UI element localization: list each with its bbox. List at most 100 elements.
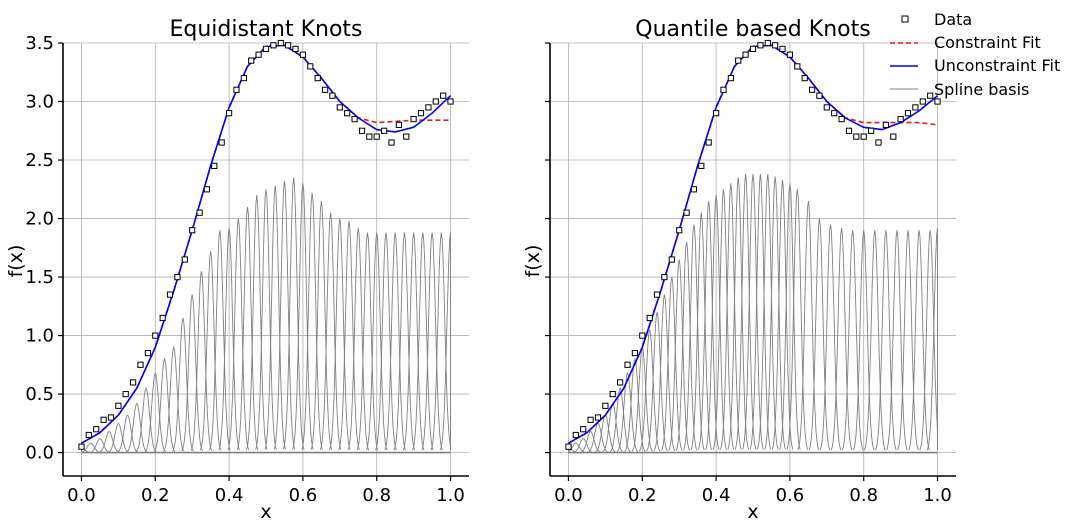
data-point	[395, 121, 402, 129]
basis-function	[264, 185, 287, 450]
data-point	[344, 110, 351, 117]
x-tick-label: 0.2	[628, 485, 657, 506]
data-point	[181, 256, 188, 263]
data-point	[366, 133, 373, 140]
data-point	[292, 45, 299, 52]
data-point	[831, 110, 838, 117]
basis-function	[786, 189, 809, 450]
basis-function	[310, 200, 333, 450]
data-point	[705, 139, 712, 146]
data-point	[602, 402, 609, 409]
data-point	[447, 98, 454, 105]
basis-function	[430, 232, 451, 451]
data-point	[122, 391, 129, 398]
data-point	[801, 75, 808, 82]
legend-entry-unconstraint-fit: Unconstraint Fit	[890, 56, 1060, 75]
data-point	[403, 133, 410, 140]
x-tick-label: 1.0	[436, 485, 465, 506]
data-point	[927, 92, 934, 99]
data-point	[189, 227, 196, 234]
x-tick-label: 0.6	[289, 485, 318, 506]
basis-function	[384, 232, 406, 451]
panel-equidistant-knots: Equidistant Knots x f(x) 0.0 0.2 0.4 0.6 0.8…	[5, 17, 469, 523]
data-point	[779, 45, 786, 52]
y-tick-label: 3.0	[25, 92, 54, 113]
data-point	[838, 116, 845, 123]
basis-function	[749, 174, 772, 450]
data-point	[130, 379, 137, 386]
legend: Data Constraint Fit Unconstraint Fit Spl…	[890, 10, 1060, 99]
y-tick-label: 1.0	[25, 326, 54, 347]
data-point	[934, 98, 941, 105]
basis-function	[135, 387, 157, 453]
data-point	[373, 133, 380, 140]
basis-function	[98, 430, 120, 453]
basis-function	[365, 232, 388, 451]
basis-function	[218, 227, 240, 451]
basis-function	[245, 195, 268, 450]
x-axis-label: x	[747, 501, 758, 523]
basis-function	[89, 438, 111, 453]
basis-function	[126, 402, 148, 453]
data-point	[166, 291, 174, 298]
data-point	[388, 139, 395, 146]
basis-function	[439, 232, 451, 451]
basis-function	[375, 232, 397, 451]
data-point	[624, 361, 631, 368]
basis-function	[163, 345, 185, 452]
chart-title: Equidistant Knots	[169, 17, 362, 42]
data-point	[440, 92, 447, 99]
data-point	[211, 162, 218, 170]
data-point	[690, 186, 697, 193]
panel-quantile-based-knots: Quantile based Knots x f(x) 0.0 0.2 0.4 0.6…	[522, 17, 956, 523]
constraint-fit-line	[568, 44, 938, 444]
data-point	[890, 133, 897, 140]
data-point	[764, 39, 771, 47]
basis-function	[661, 277, 683, 451]
data-point	[587, 416, 594, 423]
basis-function	[273, 181, 296, 450]
constraint-fit-line	[81, 44, 451, 444]
x-tick-label: 0.8	[849, 485, 878, 506]
legend-label-unconstraint-fit: Unconstraint Fit	[934, 56, 1060, 75]
basis-function	[646, 312, 668, 452]
grid	[63, 42, 469, 476]
basis-function	[236, 206, 259, 451]
data-point	[322, 86, 329, 93]
data-point	[639, 332, 646, 339]
legend-entry-constraint-fit: Constraint Fit	[890, 33, 1041, 52]
basis-function	[616, 371, 639, 452]
data-point	[329, 92, 336, 99]
basis-function	[402, 232, 425, 451]
data-point	[720, 86, 727, 93]
basis-function	[808, 218, 831, 451]
basis-function	[683, 224, 705, 451]
data-point	[698, 162, 705, 170]
data-point	[653, 291, 661, 298]
data-point	[174, 274, 181, 281]
data-point	[727, 75, 734, 82]
y-tick-label: 2.5	[25, 150, 54, 171]
data-point	[904, 110, 912, 117]
basis-function	[720, 183, 742, 450]
basis-function	[886, 230, 908, 451]
x-tick-label: 0.0	[67, 485, 96, 506]
y-tick-label: 3.5	[25, 33, 54, 54]
x-tick-label: 0.2	[141, 485, 170, 506]
x-tick-label: 0.4	[702, 485, 731, 506]
data-point	[336, 104, 343, 111]
spline-basis	[81, 177, 451, 454]
basis-function	[712, 189, 735, 450]
basis-function	[319, 212, 342, 451]
data-point	[897, 116, 904, 123]
data-point	[299, 51, 306, 58]
data-point	[285, 42, 292, 49]
legend-entry-spline-basis: Spline basis	[890, 80, 1029, 99]
y-axis-label: f(x)	[522, 245, 544, 278]
data-point	[919, 98, 926, 105]
data-points	[565, 39, 941, 450]
x-axis-label: x	[260, 501, 271, 523]
data-point	[270, 42, 277, 49]
basis-function	[144, 371, 166, 453]
